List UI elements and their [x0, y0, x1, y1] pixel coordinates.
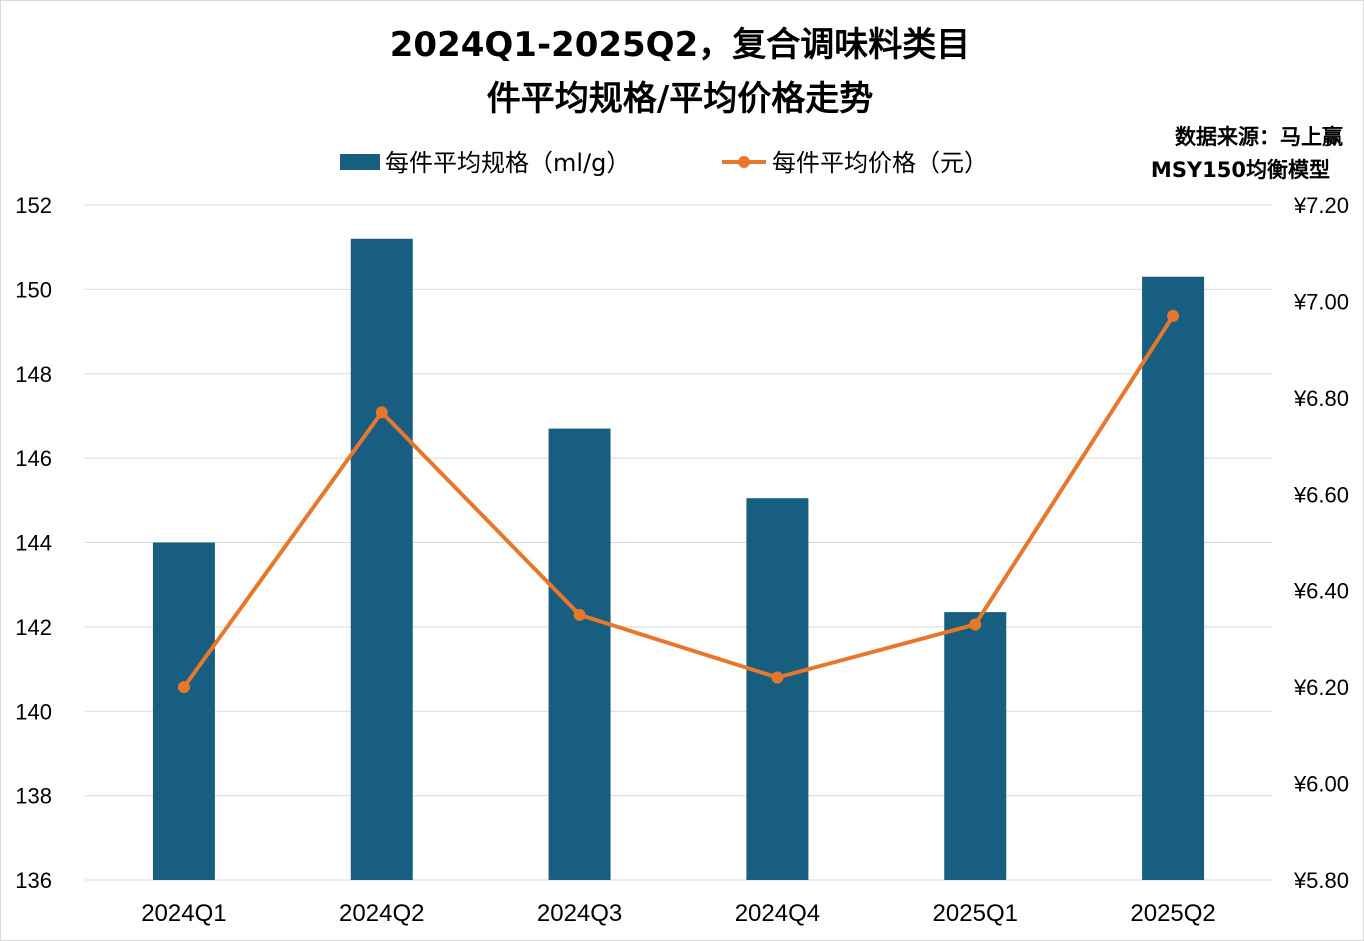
chart-title-line1: 2024Q1-2025Q2，复合调味料类目 [390, 25, 971, 65]
legend-line-marker [738, 156, 750, 168]
left-tick-label: 142 [15, 615, 52, 640]
x-tick-label: 2025Q1 [933, 900, 1018, 927]
legend: 每件平均规格（ml/g） 每件平均价格（元） [340, 149, 988, 177]
legend-line-label: 每件平均价格（元） [772, 149, 988, 177]
left-tick-label: 140 [15, 699, 52, 724]
right-tick-label: ¥5.80 [1293, 868, 1349, 893]
x-tick-label: 2024Q1 [141, 900, 226, 927]
right-tick-label: ¥7.20 [1293, 193, 1349, 218]
line-point [375, 406, 388, 419]
x-tick-label: 2024Q3 [537, 900, 622, 927]
line-point [771, 671, 784, 684]
right-tick-label: ¥7.00 [1293, 289, 1349, 314]
chart-title-line2: 件平均规格/平均价格走势 [487, 79, 873, 119]
left-tick-label: 146 [15, 446, 52, 471]
left-axis: 136 138 140 142 144 146 148 150 152 [15, 193, 52, 893]
right-tick-label: ¥6.40 [1293, 579, 1349, 604]
left-tick-label: 136 [15, 868, 52, 893]
left-tick-label: 138 [15, 784, 52, 809]
source-line2: MSY150均衡模型 [1151, 158, 1330, 182]
x-axis: 2024Q1 2024Q2 2024Q3 2024Q4 2025Q1 2025Q2 [141, 900, 1216, 927]
bar [944, 612, 1007, 880]
right-tick-label: ¥6.20 [1293, 675, 1349, 700]
legend-bar-label: 每件平均规格（ml/g） [385, 149, 630, 177]
bar-series [152, 238, 1205, 880]
right-tick-label: ¥6.80 [1293, 386, 1349, 411]
right-axis: ¥5.80 ¥6.00 ¥6.20 ¥6.40 ¥6.60 ¥6.80 ¥7.00 ¥7.20 [1293, 193, 1349, 893]
price-line [182, 314, 1175, 689]
line-point [969, 618, 982, 631]
left-tick-label: 150 [15, 277, 52, 302]
right-tick-label: ¥6.60 [1293, 482, 1349, 507]
line-series [177, 309, 1180, 694]
x-tick-label: 2024Q2 [339, 900, 424, 927]
line-point [177, 681, 190, 694]
right-tick-label: ¥6.00 [1293, 772, 1349, 797]
left-tick-label: 148 [15, 362, 52, 387]
bar [1142, 276, 1205, 880]
left-tick-label: 144 [15, 531, 52, 556]
line-point [573, 608, 586, 621]
bar [548, 428, 611, 880]
x-tick-label: 2025Q2 [1130, 900, 1215, 927]
bar [350, 238, 413, 880]
bar [746, 498, 809, 880]
source-line1: 数据来源：马上赢 [1175, 125, 1343, 149]
gridlines [85, 204, 1272, 881]
bar [152, 542, 215, 880]
legend-bar-swatch [340, 154, 380, 170]
left-tick-label: 152 [15, 193, 52, 218]
line-point [1167, 309, 1180, 322]
x-tick-label: 2024Q4 [735, 900, 820, 927]
